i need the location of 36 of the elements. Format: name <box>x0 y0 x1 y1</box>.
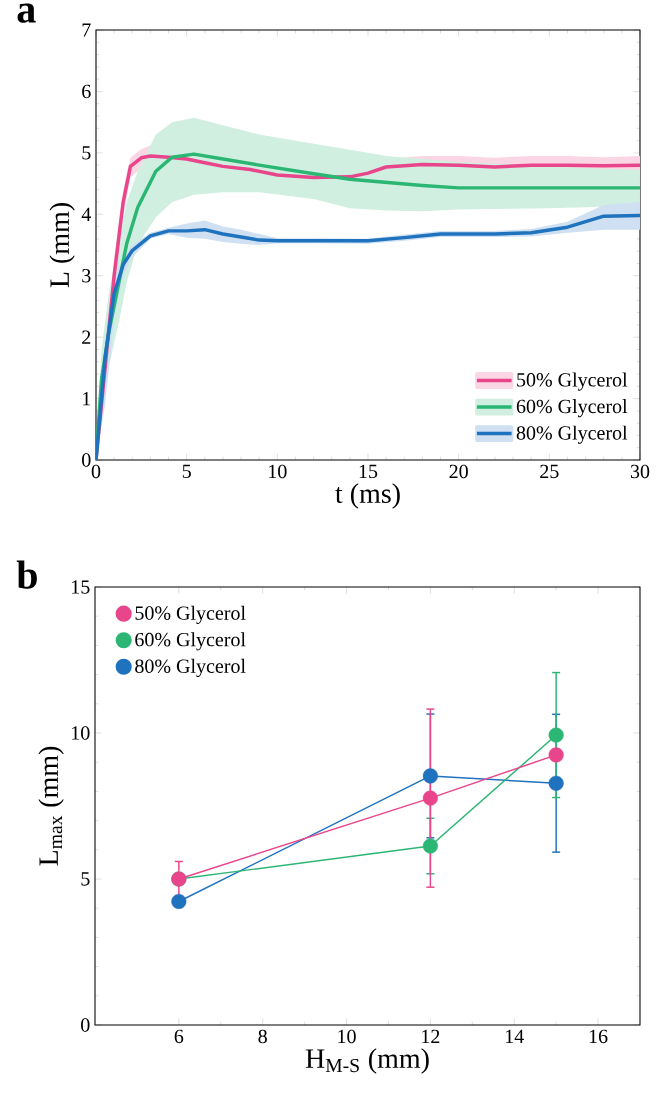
y-axis-title: L$_{max}$ (mm) <box>38 746 64 866</box>
legend-label: 80% Glycerol <box>135 658 246 678</box>
x-tick-label: 30 <box>630 464 650 479</box>
chart-title: b <box>16 560 37 589</box>
x-tick-label: 20 <box>449 464 468 479</box>
x-tick-label: 5 <box>182 464 191 478</box>
x-tick-label: 16 <box>589 1029 608 1044</box>
y-tick-label: 5 <box>81 872 90 886</box>
y-tick-label: 7 <box>82 23 91 37</box>
y-tick-label: 0 <box>82 453 91 467</box>
y-axis-title: L (mm) <box>49 203 75 288</box>
x-axis-title: t (ms) <box>335 483 400 509</box>
legend-label: 50% Glycerol <box>135 605 246 624</box>
y-tick-label: 10 <box>72 726 90 740</box>
y-tick-label: 0 <box>81 1018 90 1032</box>
y-tick-label: 3 <box>82 269 91 283</box>
x-tick-label: 15 <box>359 464 378 479</box>
x-tick-label: 14 <box>505 1029 524 1043</box>
x-tick-label: 25 <box>540 464 559 479</box>
y-tick-label: 2 <box>82 330 91 344</box>
y-tick-label: 6 <box>82 84 91 99</box>
legend-label: 60% Glycerol <box>135 632 246 651</box>
x-tick-label: 10 <box>338 1029 356 1044</box>
y-tick-label: 4 <box>81 207 91 221</box>
x-axis-title: H$_{M-S}$ (mm) <box>305 1048 429 1074</box>
x-tick-label: 6 <box>174 1029 184 1044</box>
x-tick-label: 10 <box>269 464 287 479</box>
y-tick-label: 15 <box>72 580 90 594</box>
x-tick-label: 8 <box>258 1029 267 1044</box>
legend-label: 60% Glycerol <box>516 399 628 418</box>
y-tick-label: 1 <box>83 391 91 406</box>
legend-label: 50% Glycerol <box>517 372 628 391</box>
y-tick-label: 5 <box>82 146 91 160</box>
legend-label: 80% Glycerol <box>516 425 628 444</box>
x-tick-label: 12 <box>422 1029 440 1043</box>
chart-title: a <box>17 3 36 23</box>
